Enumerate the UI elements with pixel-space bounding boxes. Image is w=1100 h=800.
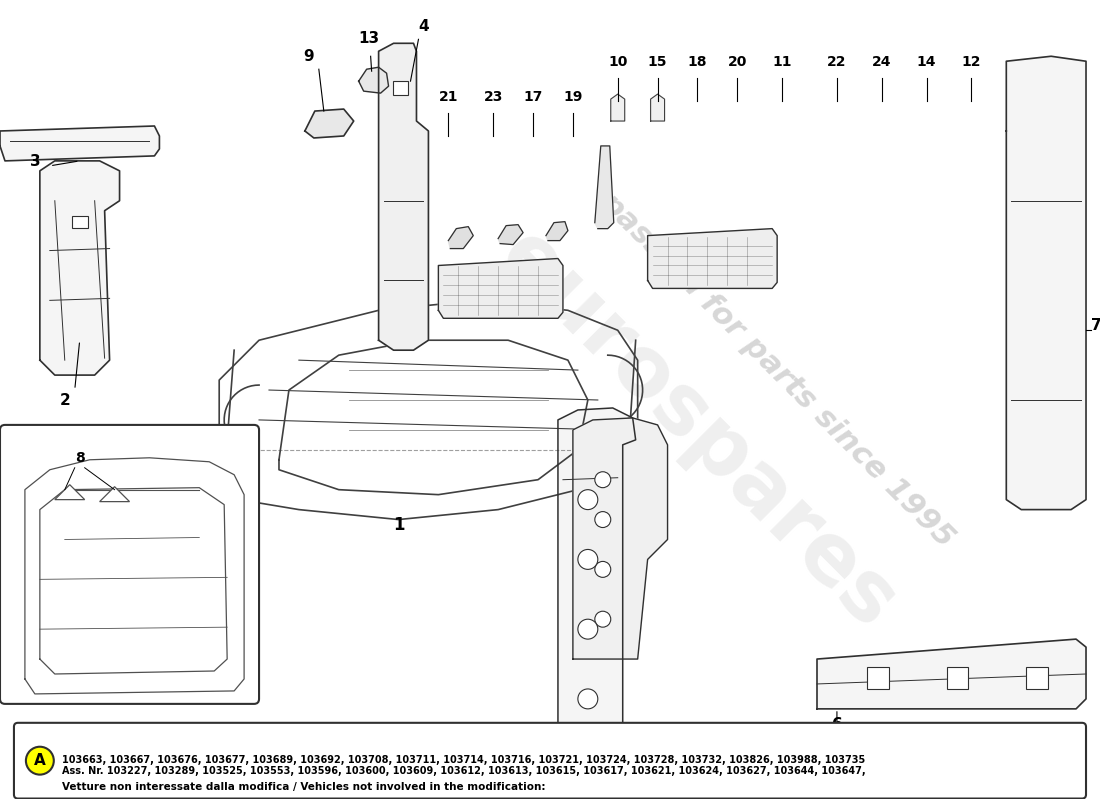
Text: 22: 22 xyxy=(827,55,847,70)
Polygon shape xyxy=(573,418,668,659)
Text: 1: 1 xyxy=(393,515,405,534)
Text: eurospares: eurospares xyxy=(482,214,913,645)
Text: 3: 3 xyxy=(30,154,41,169)
Bar xyxy=(867,667,889,689)
Text: 11: 11 xyxy=(772,55,792,70)
Circle shape xyxy=(578,550,597,570)
Text: 10: 10 xyxy=(608,55,627,70)
Polygon shape xyxy=(817,639,1086,709)
Text: 20: 20 xyxy=(727,55,747,70)
Text: 23: 23 xyxy=(484,90,503,104)
Circle shape xyxy=(578,689,597,709)
Polygon shape xyxy=(648,229,777,289)
Text: Vetture non interessate dalla modifica / Vehicles not involved in the modificati: Vetture non interessate dalla modifica /… xyxy=(62,782,546,791)
Circle shape xyxy=(595,611,610,627)
Circle shape xyxy=(595,511,610,527)
Polygon shape xyxy=(40,161,120,375)
Polygon shape xyxy=(305,109,354,138)
Bar xyxy=(393,81,408,95)
Text: Ass. Nr. 103227, 103289, 103525, 103553, 103596, 103600, 103609, 103612, 103613,: Ass. Nr. 103227, 103289, 103525, 103553,… xyxy=(62,766,866,776)
Polygon shape xyxy=(558,408,636,758)
Polygon shape xyxy=(1006,56,1086,510)
Text: 14: 14 xyxy=(916,55,936,70)
Text: 8: 8 xyxy=(75,450,85,465)
Text: 103663, 103667, 103676, 103677, 103689, 103692, 103708, 103711, 103714, 103716, : 103663, 103667, 103676, 103677, 103689, … xyxy=(62,754,865,765)
Polygon shape xyxy=(359,67,388,93)
Text: 18: 18 xyxy=(688,55,707,70)
Text: 12: 12 xyxy=(961,55,981,70)
Text: 13: 13 xyxy=(359,31,380,46)
Polygon shape xyxy=(595,146,614,229)
FancyBboxPatch shape xyxy=(14,723,1086,798)
Polygon shape xyxy=(100,486,130,502)
Text: 15: 15 xyxy=(648,55,668,70)
Bar xyxy=(72,216,88,228)
Circle shape xyxy=(578,619,597,639)
Polygon shape xyxy=(439,258,563,318)
Text: 21: 21 xyxy=(439,90,458,104)
Polygon shape xyxy=(0,126,160,161)
Polygon shape xyxy=(55,485,85,500)
Text: 2: 2 xyxy=(59,393,70,408)
Bar xyxy=(1026,667,1048,689)
Polygon shape xyxy=(650,94,664,121)
Text: 7: 7 xyxy=(1091,318,1100,334)
Text: A: A xyxy=(34,753,46,768)
Text: 9: 9 xyxy=(304,50,315,64)
Circle shape xyxy=(26,746,54,774)
Text: 19: 19 xyxy=(563,90,583,104)
Polygon shape xyxy=(498,225,524,245)
Polygon shape xyxy=(546,222,568,241)
Polygon shape xyxy=(610,94,625,121)
Text: 17: 17 xyxy=(524,90,542,104)
Text: 24: 24 xyxy=(872,55,891,70)
Polygon shape xyxy=(449,226,473,249)
Text: 4: 4 xyxy=(418,19,429,34)
Polygon shape xyxy=(378,43,428,350)
Text: 6: 6 xyxy=(832,717,843,732)
FancyBboxPatch shape xyxy=(0,425,258,704)
Text: passion for parts since 1995: passion for parts since 1995 xyxy=(594,187,960,553)
Circle shape xyxy=(595,472,610,488)
Circle shape xyxy=(578,490,597,510)
Bar xyxy=(946,667,968,689)
Circle shape xyxy=(595,562,610,578)
